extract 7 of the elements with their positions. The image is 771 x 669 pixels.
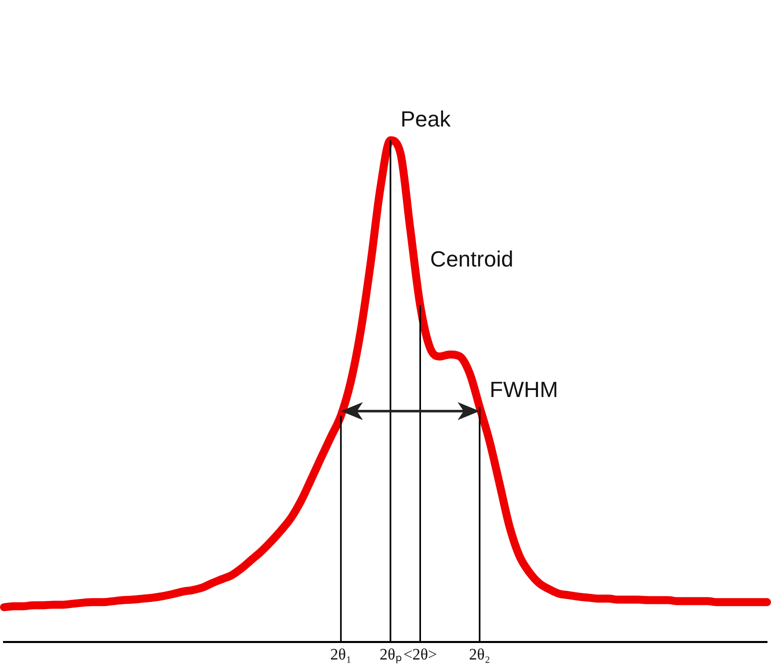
annotation: FWHM [490,377,558,402]
annotation: Peak [400,106,452,132]
x-tick-label: 2θ₁ [330,646,352,664]
x-tick-label: 2θ₂ [469,646,490,664]
x-tick-label: 2θₚ [380,646,402,664]
annotation: Centroid [430,246,514,272]
x-tick-label: <2θ> [403,646,438,664]
